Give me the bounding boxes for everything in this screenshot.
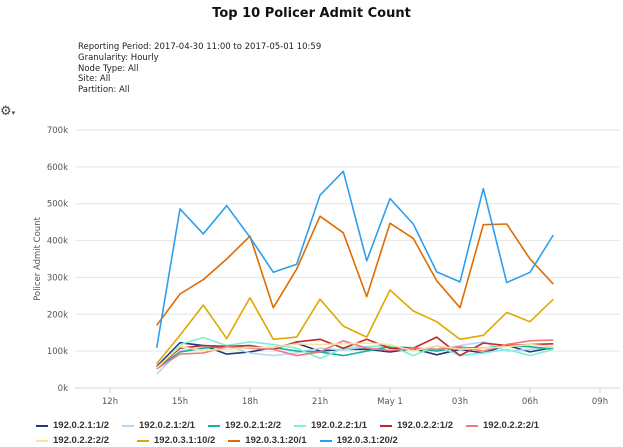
legend-swatch	[466, 424, 478, 427]
y-tick-label: 700k	[47, 126, 68, 136]
legend-item[interactable]: 192.0.2.1:2/1	[122, 420, 195, 431]
series-line-7[interactable]	[156, 289, 554, 365]
y-tick-label: 100k	[47, 347, 68, 357]
y-tick-label: 300k	[47, 273, 68, 283]
series-line-9[interactable]	[155, 170, 554, 348]
x-tick-label: 18h	[242, 397, 258, 407]
chart-title: Top 10 Policer Admit Count	[212, 6, 411, 21]
x-tick-label: 03h	[452, 397, 468, 407]
legend-item[interactable]: 192.0.3.1:20/2	[319, 435, 398, 446]
legend-label: 192.0.3.1:20/2	[336, 435, 398, 446]
legend: 192.0.2.1:1/2 192.0.2.1:2/1 192.0.2.1:2/2 1…	[36, 420, 623, 446]
report-parameters: Reporting Period: 2017-04-30 11:00 to 20…	[78, 42, 321, 96]
chevron-down-icon: ▾	[11, 109, 16, 117]
legend-swatch	[36, 439, 48, 442]
series-line-8[interactable]	[156, 215, 554, 326]
legend-swatch	[137, 439, 149, 442]
series-line-6[interactable]	[156, 342, 554, 369]
series-line-5[interactable]	[156, 339, 554, 370]
site: Site: All	[78, 74, 111, 85]
series-line-3[interactable]	[156, 336, 554, 370]
legend-swatch	[319, 439, 332, 442]
legend-swatch	[36, 424, 48, 427]
partition: Partition: All	[78, 85, 130, 96]
legend-label: 192.0.2.2:2/2	[53, 435, 109, 446]
x-tick-label: 15h	[172, 397, 188, 407]
legend-label: 192.0.2.1:2/1	[139, 420, 195, 431]
reporting-period: Reporting Period: 2017-04-30 11:00 to 20…	[78, 42, 322, 52]
granularity: Granularity: Hourly	[78, 52, 159, 63]
legend-swatch	[294, 424, 306, 427]
legend-swatch	[122, 424, 134, 427]
legend-item[interactable]: 192.0.2.2:1/2	[380, 420, 453, 431]
legend-label: 192.0.2.2:1/1	[311, 420, 367, 431]
x-tick-label: May 1	[377, 397, 403, 407]
legend-item[interactable]: 192.0.3.1:10/2	[137, 435, 215, 446]
legend-label: 192.0.2.2:2/1	[483, 420, 539, 431]
y-tick-label: 600k	[47, 163, 68, 173]
legend-label: 192.0.3.1:20/1	[245, 435, 307, 446]
node-type: Node Type: All	[78, 63, 139, 74]
legend-label: 192.0.3.1:10/2	[154, 435, 216, 446]
legend-item[interactable]: 192.0.2.1:2/2	[208, 420, 281, 431]
y-tick-label: 0k	[58, 384, 68, 394]
y-tick-label: 400k	[47, 237, 68, 247]
legend-item[interactable]: 192.0.2.2:2/1	[466, 420, 539, 431]
y-tick-label: 500k	[47, 200, 68, 210]
legend-item[interactable]: 192.0.2.1:1/2	[36, 420, 109, 431]
legend-label: 192.0.2.1:2/2	[225, 420, 281, 431]
legend-item[interactable]: 192.0.3.1:20/1	[228, 435, 307, 446]
legend-label: 192.0.2.1:1/2	[53, 420, 109, 431]
x-tick-label: 12h	[102, 397, 118, 407]
legend-swatch	[380, 424, 392, 427]
x-tick-label: 21h	[312, 397, 328, 407]
x-tick-label: 09h	[592, 397, 608, 407]
line-chart: 0k 100k 200k 300k 400k 500k 600k 700k 12h 15h 18h 2…	[33, 126, 620, 407]
legend-item[interactable]: 192.0.2.2:1/1	[294, 420, 367, 431]
y-axis-title: Policer Admit Count	[33, 216, 43, 300]
gear-icon: ⚙	[0, 104, 12, 119]
x-tick-label: 06h	[522, 397, 538, 407]
legend-swatch	[208, 424, 220, 427]
chart-options-button[interactable]: ⚙▾	[0, 104, 15, 119]
legend-swatch	[228, 439, 241, 442]
legend-label: 192.0.2.2:1/2	[397, 420, 453, 431]
y-tick-label: 200k	[47, 310, 68, 320]
legend-item[interactable]: 192.0.2.2:2/2	[36, 435, 109, 446]
